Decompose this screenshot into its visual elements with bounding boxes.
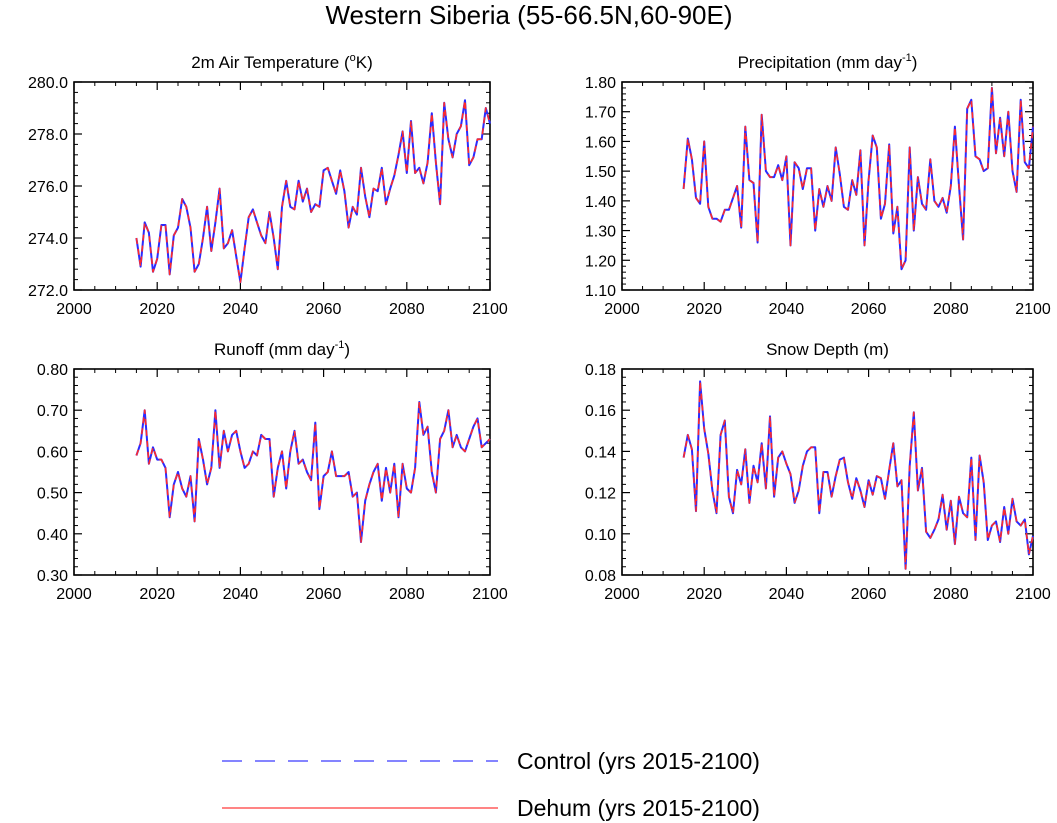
y-tick-label: 0.40 xyxy=(37,527,68,544)
x-tick-label: 2020 xyxy=(139,301,175,318)
x-tick-label: 2040 xyxy=(769,586,805,603)
y-tick-label: 278.0 xyxy=(28,127,68,144)
x-tick-label: 2040 xyxy=(223,301,259,318)
x-tick-label: 2020 xyxy=(139,586,175,603)
y-tick-label: 0.10 xyxy=(585,527,616,544)
y-tick-label: 0.08 xyxy=(585,568,616,585)
plot-frame xyxy=(73,81,491,291)
x-tick-label: 2100 xyxy=(472,301,508,318)
x-tick-label: 2060 xyxy=(851,586,887,603)
series-line-dehum xyxy=(682,87,1034,271)
x-tick-label: 2020 xyxy=(686,301,722,318)
x-tick-label: 2000 xyxy=(604,586,640,603)
panel-title-tail: ) xyxy=(912,53,918,72)
panel-title-main: 2m Air Temperature ( xyxy=(191,53,350,72)
panel-title-tail: ) xyxy=(344,340,350,359)
legend-dehum-label: Dehum (yrs 2015-2100) xyxy=(517,795,760,821)
y-tick-label: 0.50 xyxy=(37,486,68,503)
y-tick-label: 1.30 xyxy=(585,224,616,241)
y-tick-label: 1.80 xyxy=(585,75,616,92)
y-tick-label: 1.50 xyxy=(585,164,616,181)
y-tick-label: 0.14 xyxy=(585,444,616,461)
x-tick-label: 2100 xyxy=(1015,586,1051,603)
chart-panels: 2m Air Temperature (oK) 272.0 274.0 276.0 27… xyxy=(28,52,1051,603)
panel-title-sup: -1 xyxy=(902,52,912,64)
chart-runoff: Runoff (mm day-1) 0.30 0.40 0.50 0.60 0.70 0.8… xyxy=(37,339,508,603)
y-tick-label: 1.10 xyxy=(585,283,616,300)
y-tick-label: 274.0 xyxy=(28,231,68,248)
series-line-dehum xyxy=(135,401,491,543)
panel-title-main: Runoff (mm day xyxy=(214,340,335,359)
x-tick-label: 2000 xyxy=(56,586,92,603)
series-line-control xyxy=(682,86,1034,271)
series-line-control xyxy=(135,99,491,284)
y-tick-label: 0.16 xyxy=(585,403,616,420)
y-tick-label: 0.60 xyxy=(37,444,68,461)
panel-title-tail: K) xyxy=(356,53,373,72)
x-tick-label: 2000 xyxy=(604,301,640,318)
panel-title-main: Snow Depth (m) xyxy=(766,340,889,359)
chart-precip: Precipitation (mm day-1) 1.10 1.20 1.30 1.40… xyxy=(585,52,1051,318)
y-tick-label: 0.12 xyxy=(585,486,616,503)
x-tick-label: 2100 xyxy=(472,586,508,603)
y-tick-label: 1.70 xyxy=(585,105,616,122)
x-tick-label: 2060 xyxy=(851,301,887,318)
series-line-dehum xyxy=(135,99,491,284)
panel-title-precip: Precipitation (mm day-1) xyxy=(738,52,918,72)
x-tick-label: 2060 xyxy=(306,301,342,318)
x-tick-label: 2080 xyxy=(933,586,969,603)
plot-frame xyxy=(73,368,491,576)
x-tick-label: 2080 xyxy=(389,586,425,603)
y-tick-label: 1.60 xyxy=(585,134,616,151)
x-tick-label: 2020 xyxy=(686,586,722,603)
chart-snow: Snow Depth (m) 0.08 0.10 0.12 0.14 0.16 0.18 20… xyxy=(585,340,1051,603)
panel-title-sup: -1 xyxy=(335,339,345,351)
figure-title: Western Siberia (55-66.5N,60-90E) xyxy=(325,0,732,30)
chart-temperature: 2m Air Temperature (oK) 272.0 274.0 276.0 27… xyxy=(28,52,508,318)
y-tick-label: 0.80 xyxy=(37,362,68,379)
x-tick-label: 2000 xyxy=(56,301,92,318)
y-tick-label: 1.40 xyxy=(585,194,616,211)
legend-control-label: Control (yrs 2015-2100) xyxy=(517,748,760,774)
y-tick-label: 0.30 xyxy=(37,568,68,585)
x-tick-label: 2040 xyxy=(769,301,805,318)
series-line-dehum xyxy=(682,380,1034,570)
y-tick-label: 1.20 xyxy=(585,253,616,270)
panel-title-main: Precipitation (mm day xyxy=(738,53,903,72)
legend: Control (yrs 2015-2100) Dehum (yrs 2015-… xyxy=(222,748,760,821)
y-tick-label: 272.0 xyxy=(28,283,68,300)
x-tick-label: 2040 xyxy=(223,586,259,603)
y-tick-label: 0.18 xyxy=(585,362,616,379)
panel-title-snow: Snow Depth (m) xyxy=(766,340,889,359)
panel-title-sup: o xyxy=(350,52,356,64)
panel-title-runoff: Runoff (mm day-1) xyxy=(214,339,350,359)
x-tick-label: 2060 xyxy=(306,586,342,603)
x-tick-label: 2080 xyxy=(389,301,425,318)
y-tick-label: 276.0 xyxy=(28,179,68,196)
x-tick-label: 2100 xyxy=(1015,301,1051,318)
y-tick-label: 0.70 xyxy=(37,403,68,420)
panel-title-temperature: 2m Air Temperature (oK) xyxy=(191,52,373,72)
y-tick-label: 280.0 xyxy=(28,75,68,92)
x-tick-label: 2080 xyxy=(933,301,969,318)
